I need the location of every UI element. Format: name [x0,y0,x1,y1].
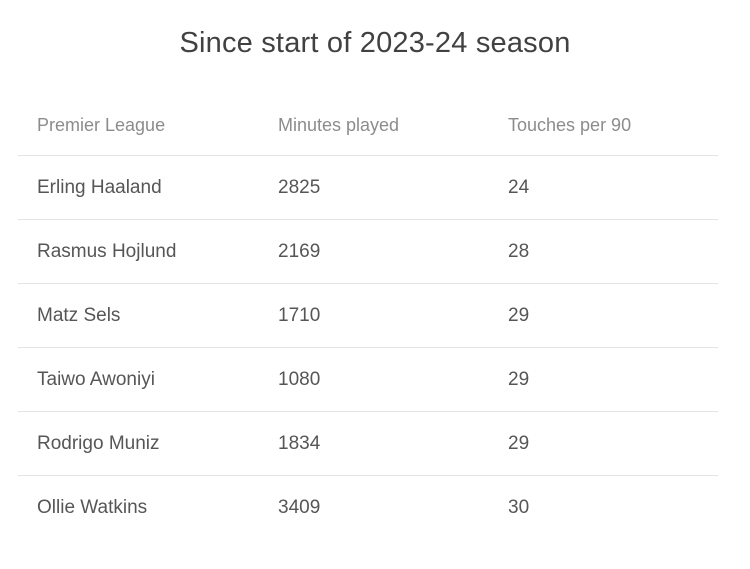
minutes-value: 2169 [278,240,321,262]
touches-value: 30 [508,497,530,518]
table-header-row: Premier League Minutes played Touches pe… [18,96,718,156]
column-header-player: Premier League [37,115,166,135]
player-name: Ollie Watkins [37,497,148,518]
table-row: Rodrigo Muniz 1834 29 [18,412,718,476]
player-name: Rodrigo Muniz [37,432,160,454]
touches-value: 28 [508,240,530,262]
table-row: Rasmus Hojlund 2169 28 [18,220,718,284]
minutes-value: 3409 [278,497,321,518]
table-row: Ollie Watkins 3409 30 [18,476,718,540]
table-row: Taiwo Awoniyi 1080 29 [18,348,718,412]
minutes-value: 2825 [278,176,321,198]
player-name: Rasmus Hojlund [37,240,177,262]
touches-value: 29 [508,368,530,390]
player-name: Matz Sels [37,304,121,326]
minutes-value: 1834 [278,432,321,454]
minutes-value: 1710 [278,304,321,326]
touches-value: 24 [508,176,530,198]
column-header-minutes: Minutes played [278,115,400,135]
column-header-touches: Touches per 90 [508,115,632,135]
page-title: Since start of 2023-24 season [179,27,571,59]
minutes-value: 1080 [278,368,321,390]
table-row: Erling Haaland 2825 24 [18,156,718,220]
table-row: Matz Sels 1710 29 [18,284,718,348]
stats-table: Premier League Minutes played Touches pe… [18,96,718,540]
player-name: Taiwo Awoniyi [37,368,155,390]
touches-value: 29 [508,304,530,326]
player-name: Erling Haaland [37,176,162,198]
touches-value: 29 [508,432,530,454]
